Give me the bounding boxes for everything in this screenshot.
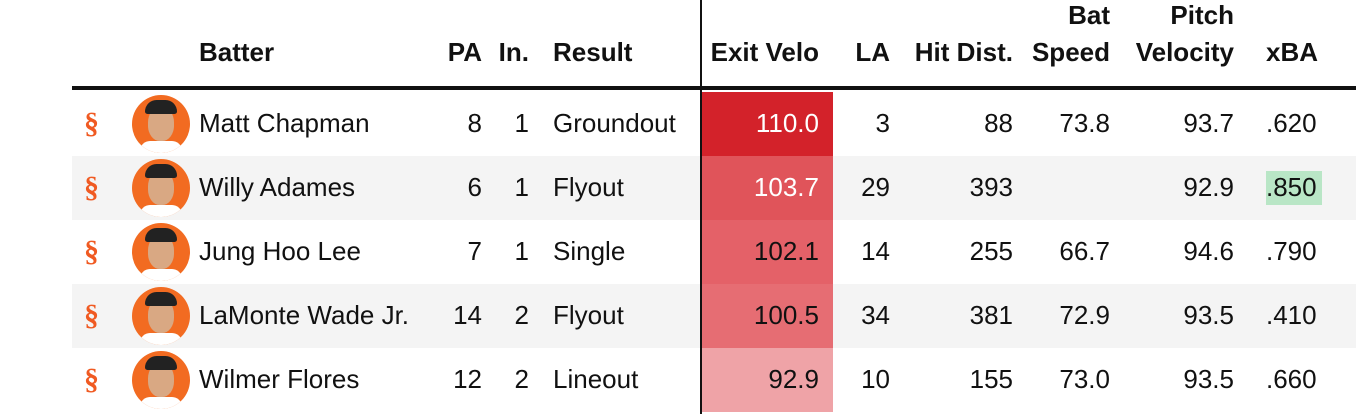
inning-cell: 2 [514,300,529,330]
hit-dist-cell: 381 [969,300,1013,330]
jersey [140,205,182,217]
pitch-velocity-cell: 94.6 [1183,236,1234,266]
header-label: Batter [199,37,275,67]
pa-cell: 12 [453,364,482,394]
inning-cell: 1 [514,108,529,138]
pitch-velocity-cell: 93.5 [1183,364,1234,394]
header-label: Velocity [1135,37,1234,67]
pitch-velocity-cell: 93.7 [1183,108,1234,138]
xba-highlight [1266,171,1322,205]
jersey [140,141,182,153]
exit-velo-cell [702,348,833,412]
exit-velo-cell: 110.0 [755,108,819,138]
header-label: Bat [1068,0,1110,30]
xba-cell: .410 [1266,300,1317,330]
hit-dist-cell: 155 [969,364,1013,394]
header-label: Exit Velo [710,37,819,67]
pa-cell: 14 [453,300,482,330]
batter-cell: Matt Chapman [199,108,370,138]
result-cell: Groundout [553,108,676,138]
header-label: LA [855,37,890,67]
bat-speed-cell: 72.9 [1059,300,1110,330]
headshot [132,287,190,345]
la-cell: 3 [875,108,890,138]
xba-cell: .790 [1266,236,1317,266]
la-cell: 10 [861,364,890,394]
headshot [132,351,190,409]
exit-velo-cell: 102.1 [753,236,819,266]
header-label: Pitch [1170,0,1234,30]
jersey [140,397,182,409]
xba-cell: .620 [1266,108,1317,138]
cap [145,292,177,306]
pa-cell: 8 [467,108,482,138]
divider [700,0,702,414]
inning-cell: 1 [514,172,529,202]
bat-speed-cell: 73.8 [1059,108,1110,138]
header-label: Hit Dist. [914,37,1013,67]
exit-velo-cell: 92.9 [768,364,819,394]
result-cell: Single [553,236,626,266]
header-label: PA [447,37,482,67]
cap [145,164,177,178]
bat-speed-cell: 73.0 [1059,364,1110,394]
inning-cell: 2 [514,364,529,394]
cap [145,100,177,114]
xba-cell: .850 [1266,172,1317,202]
hit-dist-cell: 255 [969,236,1013,266]
batter-cell: LaMonte Wade Jr. [199,300,410,330]
exit-velo-cell [702,220,833,284]
jersey [140,269,182,281]
headshot [132,159,190,217]
pa-cell: 6 [467,172,482,202]
pa-cell: 7 [467,236,482,266]
exit-velo-cell: 103.7 [753,172,819,202]
pitch-velocity-cell: 92.9 [1183,172,1234,202]
team-logo: § [84,363,99,396]
exit-velo-cell [702,284,833,348]
result-cell: Lineout [553,364,639,394]
header-rule [72,86,1356,90]
hit-dist-cell: 393 [969,172,1013,202]
xba-cell: .660 [1266,364,1317,394]
hit-dist-cell: 88 [984,108,1013,138]
batter-cell: Wilmer Flores [199,364,360,394]
cap [145,228,177,242]
team-logo: § [84,299,99,332]
headshot [132,223,190,281]
exit-velo-cell [702,156,833,220]
la-cell: 34 [861,300,890,330]
header-label: In. [498,37,529,67]
team-logo: § [84,235,99,268]
header-label: Speed [1031,37,1110,67]
cap [145,356,177,370]
jersey [140,333,182,345]
result-cell: Flyout [553,172,624,202]
headshot [132,95,190,153]
exit-velo-cell: 100.5 [753,300,819,330]
inning-cell: 1 [514,236,529,266]
pitch-velocity-cell: 93.5 [1183,300,1234,330]
team-logo: § [84,107,99,140]
header-label: Result [553,37,633,67]
result-cell: Flyout [553,300,624,330]
la-cell: 14 [861,236,890,266]
exit-velo-cell [702,92,833,156]
la-cell: 29 [861,172,890,202]
bat-speed-cell: 66.7 [1059,236,1110,266]
team-logo: § [84,171,99,204]
batter-cell: Jung Hoo Lee [199,236,361,266]
batter-cell: Willy Adames [199,172,356,202]
header-label: xBA [1266,37,1319,67]
